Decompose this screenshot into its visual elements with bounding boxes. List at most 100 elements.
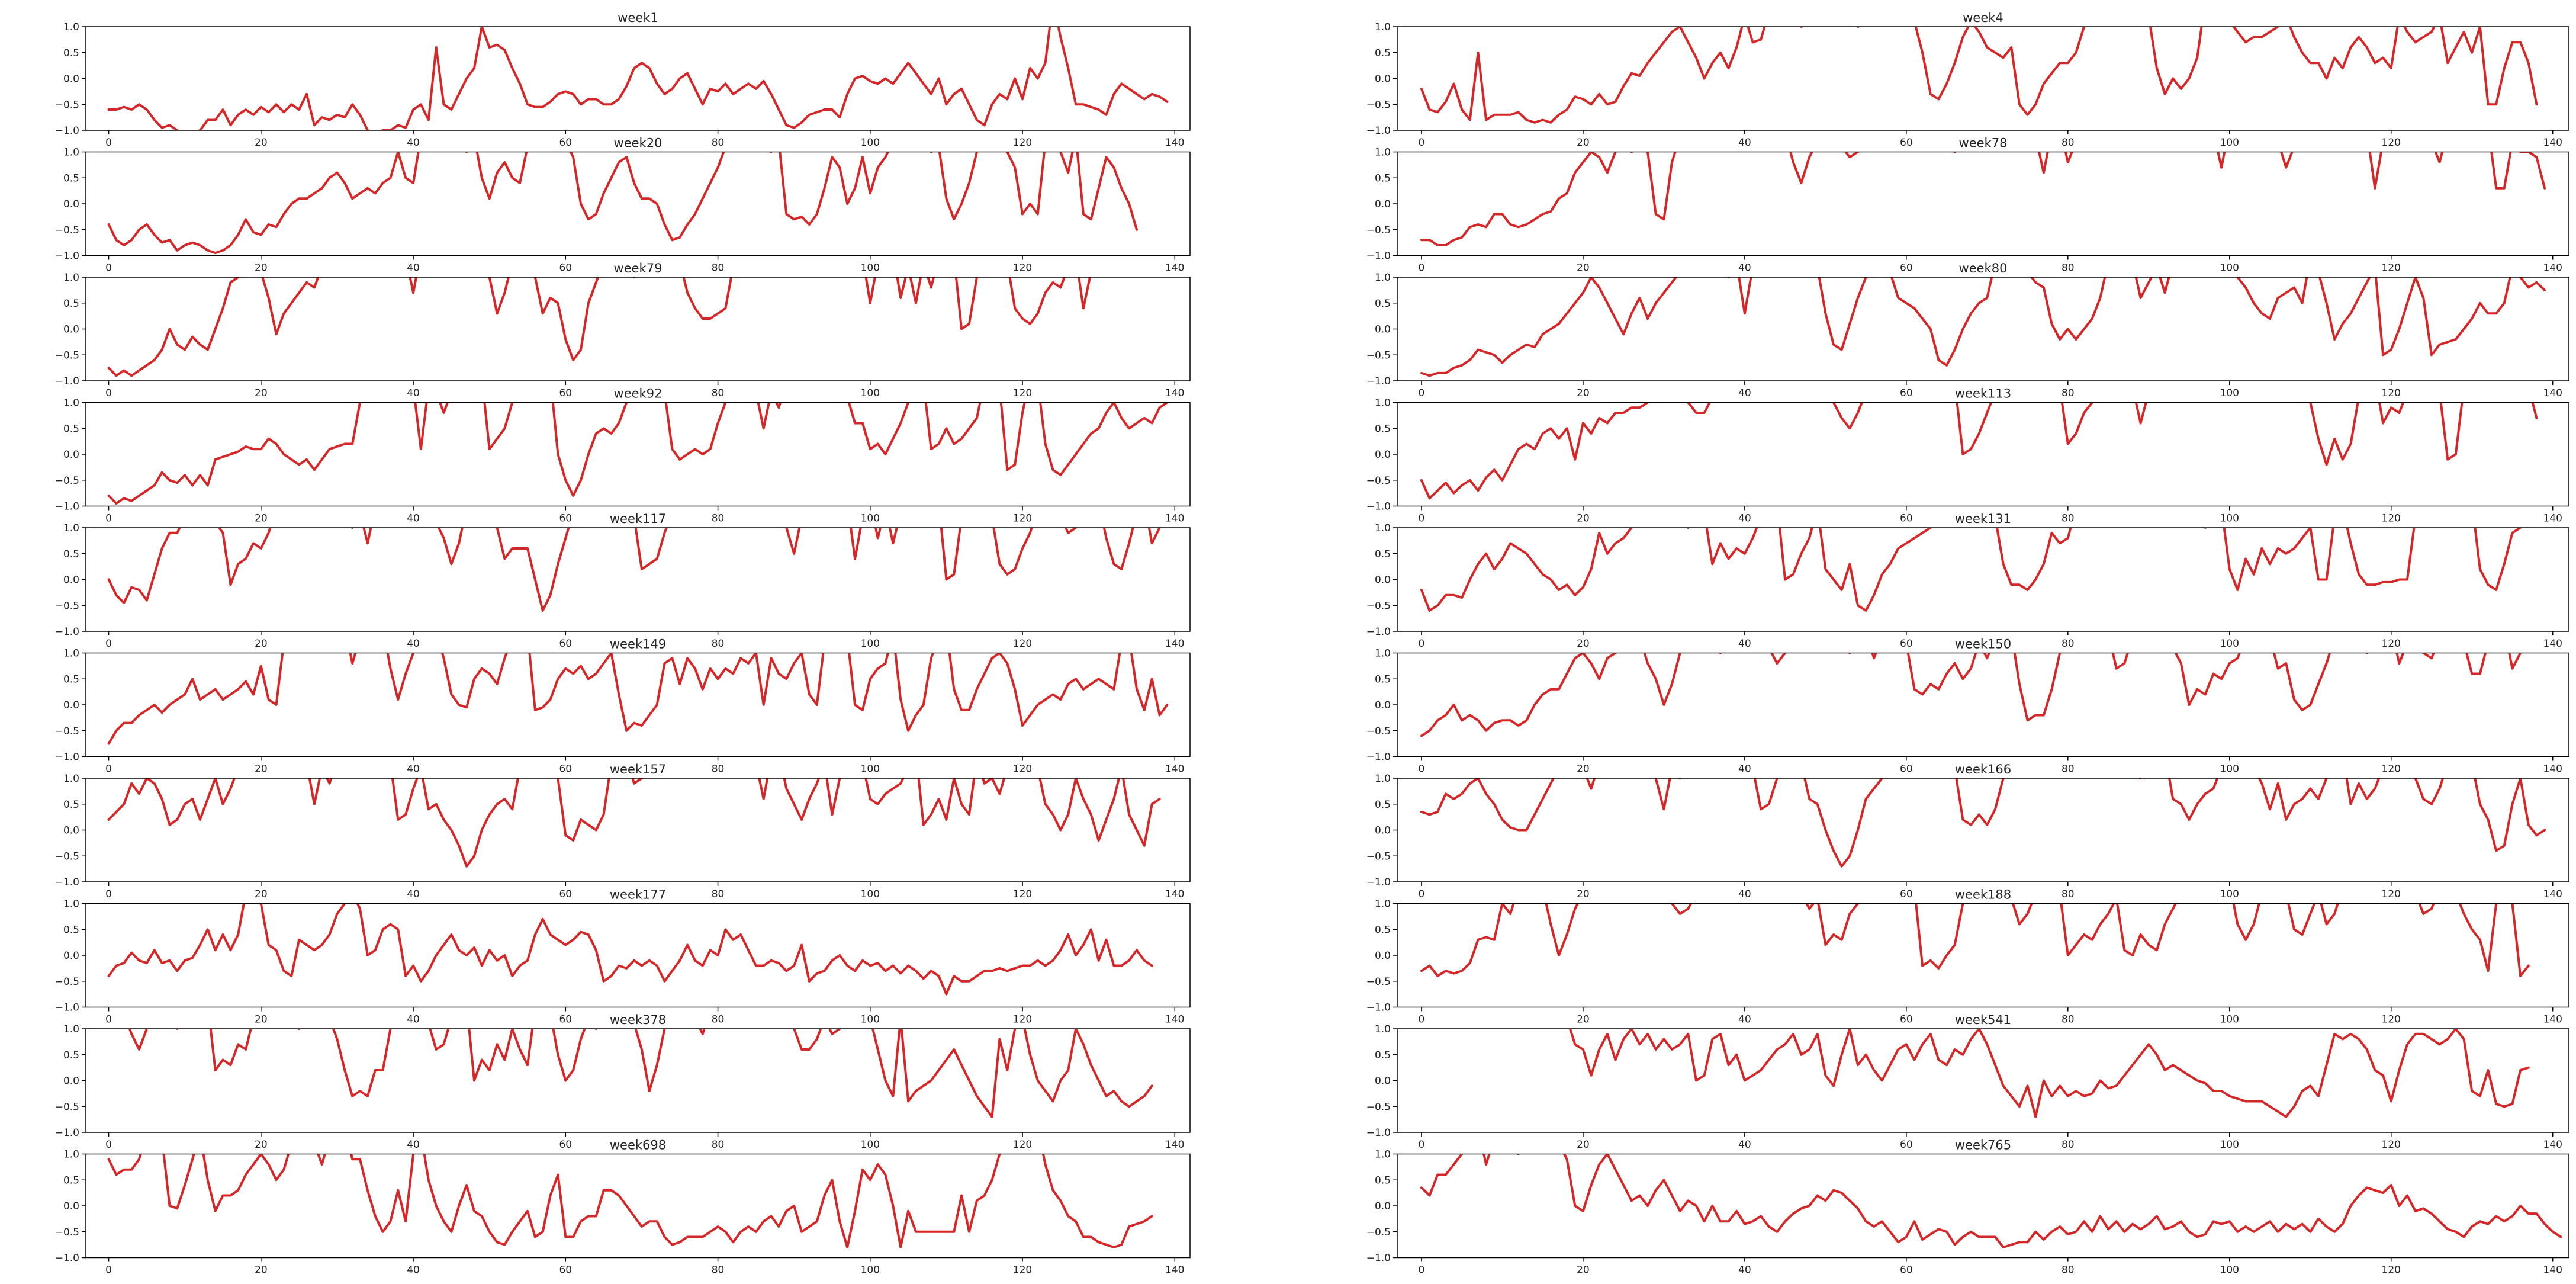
y-tick-label: 1.0 xyxy=(63,397,79,409)
x-tick-label: 60 xyxy=(1900,513,1913,525)
x-tick-label: 80 xyxy=(712,1014,725,1026)
x-tick-label: 60 xyxy=(559,1014,572,1026)
y-tick-label: −1.0 xyxy=(1366,375,1391,387)
subplot-title: week765 xyxy=(1955,1138,2011,1153)
x-tick-label: 140 xyxy=(1165,387,1184,399)
x-tick-label: 120 xyxy=(1013,387,1032,399)
x-tick-label: 0 xyxy=(105,763,112,775)
x-tick-label: 60 xyxy=(1900,137,1913,149)
x-tick-label: 140 xyxy=(1165,1139,1184,1151)
y-tick-label: 0.5 xyxy=(63,1049,79,1061)
x-tick-label: 60 xyxy=(559,763,572,775)
y-tick-label: −1.0 xyxy=(1366,125,1391,137)
x-tick-label: 80 xyxy=(712,1264,725,1276)
x-tick-label: 100 xyxy=(861,638,880,650)
y-tick-label: 0.5 xyxy=(63,799,79,811)
plot-frame xyxy=(85,402,1191,507)
x-tick-label: 40 xyxy=(1738,1014,1751,1026)
subplot-title: week378 xyxy=(610,1013,666,1027)
y-tick-label: 1.0 xyxy=(1375,898,1391,910)
y-tick-label: 0.5 xyxy=(1375,1049,1391,1061)
y-tick-label: −0.5 xyxy=(55,349,79,361)
y-tick-label: −0.5 xyxy=(1366,976,1391,988)
x-tick-label: 140 xyxy=(2543,1264,2562,1276)
y-tick-label: −1.0 xyxy=(55,877,79,888)
x-tick-label: 20 xyxy=(255,137,268,149)
y-tick-label: 0.5 xyxy=(1375,298,1391,310)
y-tick-label: 0.5 xyxy=(1375,799,1391,811)
y-tick-label: 0.5 xyxy=(63,924,79,936)
y-tick-label: 0.5 xyxy=(1375,924,1391,936)
x-tick-label: 0 xyxy=(105,513,112,525)
y-tick-label: −0.5 xyxy=(1366,1101,1391,1113)
y-tick-label: 1.0 xyxy=(1375,272,1391,284)
series-line-week1 xyxy=(107,27,1169,130)
x-tick-label: 40 xyxy=(1738,387,1751,399)
y-tick-label: 1.0 xyxy=(1375,648,1391,660)
y-tick-label: 0.0 xyxy=(63,825,79,837)
x-tick-label: 0 xyxy=(105,1264,112,1276)
x-tick-label: 0 xyxy=(1419,387,1425,399)
y-tick-label: −1.0 xyxy=(55,251,79,262)
x-tick-label: 60 xyxy=(1900,1014,1913,1026)
y-tick-label: 0.0 xyxy=(63,198,79,210)
subplot-title: week150 xyxy=(1955,637,2011,651)
y-tick-label: −1.0 xyxy=(1366,877,1391,888)
y-tick-label: −0.5 xyxy=(55,1101,79,1113)
x-tick-label: 0 xyxy=(105,262,112,274)
y-tick-label: 0.0 xyxy=(1375,198,1391,210)
y-tick-label: −0.5 xyxy=(55,475,79,487)
y-tick-label: 0.5 xyxy=(63,298,79,310)
x-tick-label: 80 xyxy=(2062,137,2075,149)
subplot-week378: 0 20 40 60 80 100 120 140 −1.0 −0.5 0.0 0.5 1.0 week3… xyxy=(55,1013,1191,1151)
y-tick-label: −0.5 xyxy=(1366,1227,1391,1238)
y-tick-label: −0.5 xyxy=(1366,850,1391,862)
x-tick-label: 100 xyxy=(2220,1014,2239,1026)
x-tick-label: 20 xyxy=(255,1139,268,1151)
x-tick-label: 40 xyxy=(1738,763,1751,775)
x-tick-label: 100 xyxy=(861,1139,880,1151)
y-tick-label: 1.0 xyxy=(1375,397,1391,409)
x-tick-label: 140 xyxy=(1165,763,1184,775)
y-tick-label: 0.0 xyxy=(63,1076,79,1087)
y-tick-label: 1.0 xyxy=(63,773,79,785)
y-tick-label: 0.5 xyxy=(1375,548,1391,560)
x-tick-label: 120 xyxy=(2382,387,2401,399)
y-tick-label: 1.0 xyxy=(1375,522,1391,534)
x-tick-label: 0 xyxy=(105,387,112,399)
subplot-week117: 0 20 40 60 80 100 120 140 −1.0 −0.5 0.0 0.5 1.0 week1… xyxy=(55,512,1191,650)
x-tick-label: 40 xyxy=(407,1139,420,1151)
subplot-title: week541 xyxy=(1955,1013,2011,1027)
x-tick-label: 100 xyxy=(861,387,880,399)
x-tick-label: 40 xyxy=(1738,137,1751,149)
y-tick-label: 1.0 xyxy=(63,21,79,33)
x-tick-label: 80 xyxy=(712,1139,725,1151)
x-tick-label: 120 xyxy=(1013,137,1032,149)
x-tick-label: 140 xyxy=(1165,1014,1184,1026)
plot-frame xyxy=(1397,151,2569,256)
x-tick-label: 60 xyxy=(559,262,572,274)
y-tick-label: 1.0 xyxy=(1375,147,1391,159)
plot-frame xyxy=(1397,652,2569,757)
y-tick-label: −0.5 xyxy=(55,99,79,111)
series-line-week157 xyxy=(107,778,1161,868)
x-tick-label: 40 xyxy=(407,763,420,775)
subplot-title: week117 xyxy=(610,512,666,526)
y-tick-label: 1.0 xyxy=(63,272,79,284)
x-tick-label: 20 xyxy=(1577,137,1590,149)
subplot-title: week1 xyxy=(618,11,658,25)
x-tick-label: 120 xyxy=(2382,638,2401,650)
series-line-week80 xyxy=(1420,277,2546,377)
x-tick-label: 140 xyxy=(2543,513,2562,525)
x-tick-label: 40 xyxy=(407,1014,420,1026)
x-tick-label: 120 xyxy=(1013,513,1032,525)
x-tick-label: 20 xyxy=(255,1014,268,1026)
x-tick-label: 60 xyxy=(559,638,572,650)
x-tick-label: 40 xyxy=(407,137,420,149)
x-tick-label: 100 xyxy=(861,513,880,525)
x-tick-label: 140 xyxy=(1165,137,1184,149)
x-tick-label: 20 xyxy=(255,1264,268,1276)
x-tick-label: 60 xyxy=(559,513,572,525)
x-tick-label: 60 xyxy=(559,1139,572,1151)
x-tick-label: 0 xyxy=(105,1139,112,1151)
